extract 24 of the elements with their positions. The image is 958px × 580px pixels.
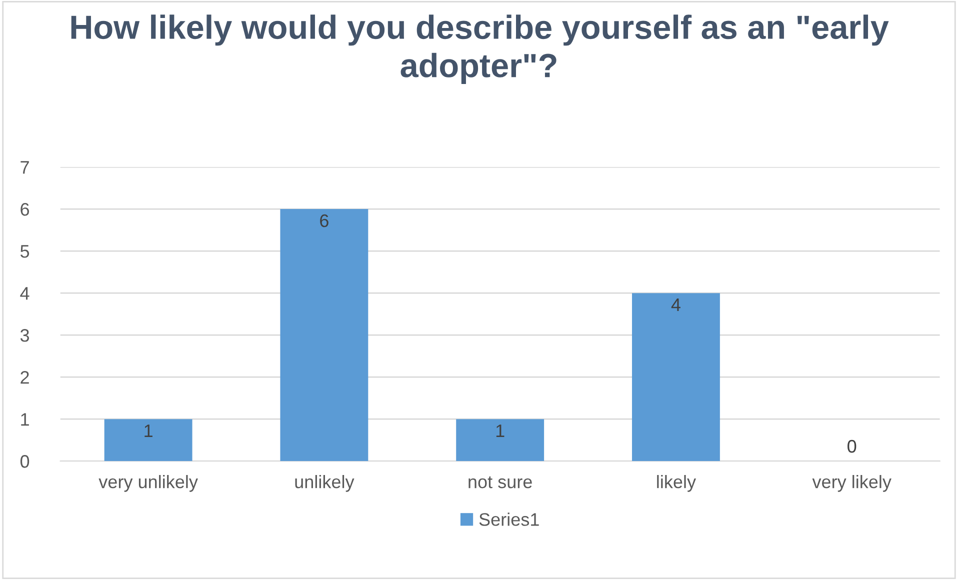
y-tick-label: 2 bbox=[20, 371, 29, 384]
data-label: 0 bbox=[848, 440, 856, 453]
x-tick-label: unlikely bbox=[295, 474, 354, 492]
x-tick-label: very unlikely bbox=[98, 474, 198, 492]
y-tick-label: 0 bbox=[20, 455, 30, 468]
legend-label: Series1 bbox=[479, 512, 539, 526]
y-tick-label: 3 bbox=[20, 329, 30, 342]
bar bbox=[280, 209, 368, 462]
x-tick-label: very likely bbox=[812, 474, 892, 492]
y-tick-label: 4 bbox=[20, 287, 30, 300]
x-tick-label: likely bbox=[657, 474, 696, 492]
data-label: 6 bbox=[320, 214, 328, 228]
chart-title: How likely would you describe yourself as an "early adopter"? bbox=[71, 14, 889, 84]
x-tick-label: not sure bbox=[468, 476, 532, 488]
data-label: 1 bbox=[496, 424, 504, 437]
data-label: 4 bbox=[671, 298, 680, 311]
y-tick-label: 7 bbox=[20, 161, 29, 174]
bar bbox=[456, 419, 544, 462]
y-tick-label: 6 bbox=[20, 202, 30, 216]
data-label: 1 bbox=[144, 424, 152, 437]
bar bbox=[104, 419, 192, 462]
bar bbox=[632, 293, 720, 462]
y-tick-label: 5 bbox=[20, 245, 30, 258]
y-tick-label: 1 bbox=[21, 413, 29, 426]
